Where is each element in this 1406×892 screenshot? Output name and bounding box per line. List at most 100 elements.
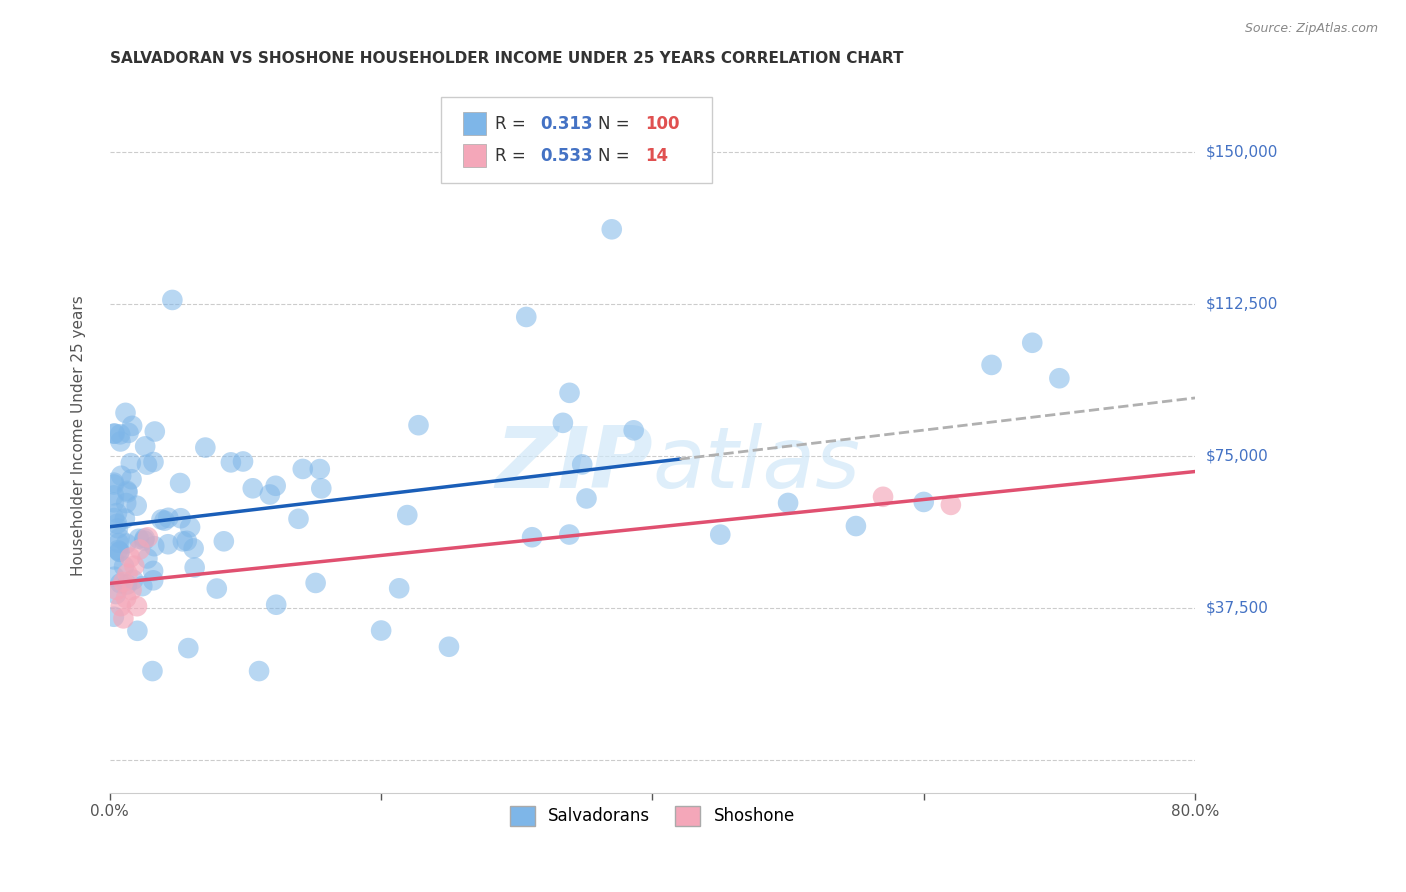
Point: [170, 511, 193, 525]
Text: N =: N =: [598, 114, 636, 133]
Point: [308, 462, 330, 476]
Legend: Salvadorans, Shoshone: Salvadorans, Shoshone: [502, 797, 803, 834]
Point: [142, 574, 165, 588]
Point: [134, 531, 156, 545]
Point: [103, 609, 125, 624]
Point: [110, 576, 132, 591]
Text: R =: R =: [495, 114, 531, 133]
Y-axis label: Householder Income Under 25 years: Householder Income Under 25 years: [72, 295, 86, 576]
Point: [939, 498, 962, 512]
Point: [388, 582, 411, 596]
Point: [515, 310, 537, 324]
Point: [150, 512, 173, 526]
Point: [205, 582, 228, 596]
Point: [125, 599, 148, 614]
Point: [103, 477, 125, 491]
Point: [121, 582, 143, 597]
Point: [153, 514, 176, 528]
Point: [183, 560, 205, 574]
Point: [134, 533, 156, 548]
Point: [558, 385, 581, 400]
Point: [623, 423, 645, 437]
Text: N =: N =: [598, 146, 636, 165]
Point: [520, 530, 543, 544]
Point: [259, 487, 281, 501]
Point: [141, 664, 163, 678]
Point: [291, 462, 314, 476]
Text: 0.313: 0.313: [541, 114, 593, 133]
Point: [107, 536, 129, 550]
Point: [112, 559, 135, 574]
Point: [219, 455, 242, 469]
Point: [108, 544, 131, 558]
Point: [120, 456, 142, 470]
Text: 100: 100: [645, 114, 679, 133]
Point: [128, 542, 150, 557]
FancyBboxPatch shape: [441, 97, 711, 183]
Point: [122, 558, 145, 573]
Point: [437, 640, 460, 654]
Point: [157, 537, 180, 551]
Point: [408, 418, 430, 433]
Point: [108, 427, 131, 442]
Point: [396, 508, 419, 522]
Point: [142, 564, 165, 578]
Point: [142, 455, 165, 469]
Point: [264, 598, 287, 612]
Point: [143, 425, 166, 439]
Point: [980, 358, 1002, 372]
Point: [176, 533, 198, 548]
Point: [172, 534, 194, 549]
Point: [212, 534, 235, 549]
Point: [115, 496, 138, 510]
Point: [845, 519, 868, 533]
Point: [110, 434, 132, 449]
Point: [183, 541, 205, 556]
Point: [103, 495, 125, 509]
Point: [177, 641, 200, 656]
Point: [311, 482, 333, 496]
Point: [105, 582, 128, 597]
Point: [872, 490, 894, 504]
Text: SALVADORAN VS SHOSHONE HOUSEHOLDER INCOME UNDER 25 YEARS CORRELATION CHART: SALVADORAN VS SHOSHONE HOUSEHOLDER INCOM…: [110, 51, 903, 66]
Point: [232, 454, 254, 468]
Text: Source: ZipAtlas.com: Source: ZipAtlas.com: [1244, 22, 1378, 36]
Point: [125, 499, 148, 513]
Point: [128, 532, 150, 546]
Point: [110, 468, 132, 483]
Point: [575, 491, 598, 506]
Point: [179, 520, 201, 534]
Point: [247, 664, 270, 678]
Point: [1021, 335, 1043, 350]
Point: [114, 406, 136, 420]
Point: [1047, 371, 1070, 385]
Point: [112, 574, 135, 589]
Point: [115, 591, 138, 606]
Point: [912, 495, 935, 509]
Point: [122, 573, 145, 587]
Point: [103, 570, 125, 584]
Point: [136, 530, 159, 544]
Point: [131, 579, 153, 593]
Point: [709, 527, 731, 541]
Text: $150,000: $150,000: [1206, 145, 1278, 160]
Point: [108, 531, 131, 545]
Point: [117, 566, 139, 581]
Point: [105, 516, 128, 531]
Point: [117, 425, 139, 440]
Point: [103, 475, 125, 490]
Point: [551, 416, 574, 430]
Point: [120, 550, 142, 565]
Text: 14: 14: [645, 146, 668, 165]
Point: [157, 511, 180, 525]
Text: $75,000: $75,000: [1206, 449, 1268, 464]
Point: [136, 458, 159, 472]
Text: $112,500: $112,500: [1206, 297, 1278, 312]
Point: [143, 539, 166, 553]
Point: [103, 552, 125, 566]
Point: [778, 496, 800, 510]
Point: [103, 511, 125, 525]
Point: [370, 624, 392, 638]
Point: [103, 488, 125, 502]
Point: [105, 506, 128, 520]
